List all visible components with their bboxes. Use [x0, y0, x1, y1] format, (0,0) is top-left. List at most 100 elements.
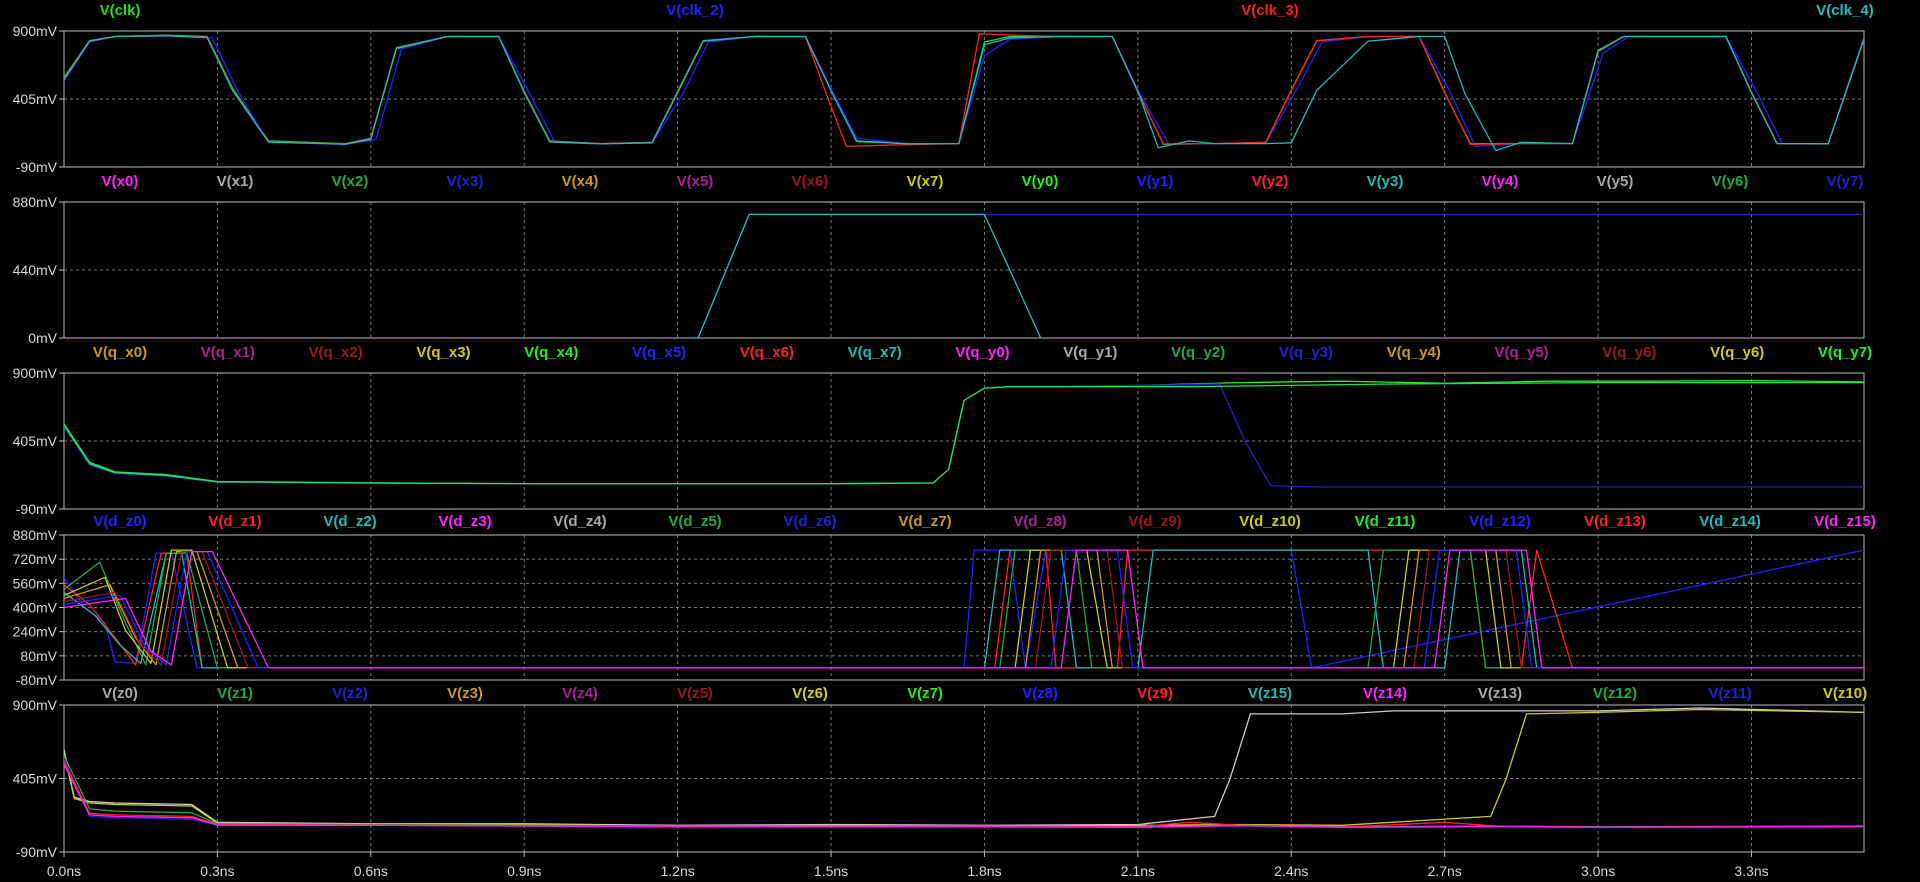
- legend-label[interactable]: V(d_z6): [783, 513, 836, 530]
- traces: [64, 33, 1864, 152]
- x-tick-label: 0.9ns: [507, 863, 541, 879]
- y-tick-label: 405mV: [13, 771, 58, 787]
- legend-label[interactable]: V(d_z15): [1814, 513, 1876, 530]
- legend-label[interactable]: V(z3): [447, 685, 483, 702]
- legend-label[interactable]: V(d_z0): [93, 513, 146, 530]
- legend-label[interactable]: V(x4): [562, 173, 599, 190]
- legend-label[interactable]: V(q_y6): [1602, 344, 1656, 361]
- legend-label[interactable]: V(x0): [102, 173, 139, 190]
- legend-label[interactable]: V(q_x6): [740, 344, 794, 361]
- legend-label[interactable]: V(d_z11): [1355, 513, 1416, 530]
- legend-label[interactable]: V(q_x3): [416, 344, 470, 361]
- legend-label[interactable]: V(q_y4): [1387, 344, 1441, 361]
- pane-q-nodes[interactable]: 900mV 405mV -90mV V(q_x0) V(q_x1) V(q_x2) V(q_…: [13, 344, 1872, 517]
- legend-label[interactable]: V(d_z3): [438, 513, 491, 530]
- legend-label[interactable]: V(q_y0): [955, 344, 1009, 361]
- legend-label[interactable]: V(x5): [677, 173, 714, 190]
- legend-label[interactable]: V(d_z7): [898, 513, 951, 530]
- trace-v-d_z15-[interactable]: [64, 549, 1864, 669]
- legend-label[interactable]: V(x1): [217, 173, 254, 190]
- legend-label[interactable]: V(d_z2): [323, 513, 376, 530]
- legend-label[interactable]: V(y6): [1712, 173, 1749, 190]
- legend-label[interactable]: V(q_x0): [93, 344, 147, 361]
- legend-label[interactable]: V(q_y1): [1063, 344, 1117, 361]
- legend-label[interactable]: V(q_y2): [1171, 344, 1225, 361]
- legend-label[interactable]: V(z6): [792, 685, 828, 702]
- pane-inputs[interactable]: 880mV 440mV 0mV V(x0) V(x1) V(x2) V(x3) V(x4) V(…: [13, 173, 1865, 346]
- legend-label[interactable]: V(x7): [907, 173, 944, 190]
- y-tick-label: 900mV: [13, 697, 58, 713]
- legend-label[interactable]: V(clk_3): [1241, 2, 1299, 19]
- y-tick-label: 405mV: [13, 91, 58, 107]
- legend-label[interactable]: V(z9): [1137, 685, 1173, 702]
- legend-label[interactable]: V(y7): [1827, 173, 1864, 190]
- y-tick-label: -80mV: [16, 672, 58, 688]
- legend-label[interactable]: V(y0): [1022, 173, 1059, 190]
- legend-label[interactable]: V(z0): [102, 685, 138, 702]
- legend-label[interactable]: V(d_z4): [553, 513, 606, 530]
- legend-label[interactable]: V(z10): [1823, 685, 1867, 702]
- legend-label[interactable]: V(z14): [1363, 685, 1407, 702]
- legend-label[interactable]: V(q_x1): [201, 344, 255, 361]
- traces: [64, 549, 1864, 669]
- legend-label[interactable]: V(x3): [447, 173, 484, 190]
- legend-label[interactable]: V(clk_2): [666, 2, 724, 19]
- trace-v-q_x4-[interactable]: [64, 381, 1864, 485]
- trace-v-z14-[interactable]: [64, 764, 1864, 828]
- legend-label[interactable]: V(clk): [100, 2, 141, 19]
- legend-label[interactable]: V(d_z5): [668, 513, 721, 530]
- trace-v-clk_4-[interactable]: [64, 35, 1864, 152]
- legend-label[interactable]: V(q_x4): [524, 344, 578, 361]
- legend-label[interactable]: V(q_x2): [309, 344, 363, 361]
- x-tick-label: 3.0ns: [1581, 863, 1615, 879]
- legend-label[interactable]: V(z13): [1478, 685, 1522, 702]
- legend-label[interactable]: V(d_z12): [1469, 513, 1531, 530]
- time-axis: 0.0ns 0.3ns 0.6ns 0.9ns 1.2ns 1.5ns 1.8ns 2.1ns…: [47, 852, 1769, 879]
- legend-label[interactable]: V(z15): [1248, 685, 1292, 702]
- legend-label[interactable]: V(y3): [1367, 173, 1404, 190]
- trace-v-y3-[interactable]: [64, 213, 1864, 338]
- y-tick-label: 880mV: [13, 194, 58, 210]
- pane-d-nodes[interactable]: 880mV 720mV 560mV 400mV 240mV 80mV -80mV V(d_z0…: [13, 513, 1876, 688]
- legend-label[interactable]: V(x6): [792, 173, 829, 190]
- legend-label[interactable]: V(z11): [1708, 685, 1751, 702]
- legend-label[interactable]: V(z2): [332, 685, 368, 702]
- legend-label[interactable]: V(q_y5): [1494, 344, 1548, 361]
- legend-label[interactable]: V(clk_4): [1816, 2, 1874, 19]
- pane-clock[interactable]: 900mV 405mV -90mV V(clk) V(clk_2) V(clk_3) V(c…: [13, 2, 1874, 175]
- legend-label[interactable]: V(d_z8): [1013, 513, 1066, 530]
- pane-frame: [63, 30, 1865, 168]
- legend-label[interactable]: V(z4): [562, 685, 598, 702]
- legend-label[interactable]: V(d_z13): [1584, 513, 1646, 530]
- traces: [64, 707, 1864, 829]
- trace-v-z13-[interactable]: [64, 707, 1864, 826]
- legend-label[interactable]: V(d_z14): [1699, 513, 1761, 530]
- legend-label[interactable]: V(y4): [1482, 173, 1519, 190]
- y-tick-label: 880mV: [13, 527, 58, 543]
- legend-label[interactable]: V(q_x5): [632, 344, 686, 361]
- legend-label[interactable]: V(x2): [332, 173, 369, 190]
- legend-label[interactable]: V(y5): [1597, 173, 1634, 190]
- legend-label[interactable]: V(q_y3): [1279, 344, 1333, 361]
- y-tick-label: 900mV: [13, 23, 58, 39]
- legend-label[interactable]: V(z5): [677, 685, 713, 702]
- legend-label[interactable]: V(z12): [1593, 685, 1637, 702]
- legend-label[interactable]: V(q_y7): [1818, 344, 1872, 361]
- y-tick-label: -90mV: [16, 844, 58, 860]
- legend-label[interactable]: V(d_z10): [1239, 513, 1301, 530]
- pane-frame: [63, 201, 1865, 339]
- legend-label[interactable]: V(d_z9): [1128, 513, 1181, 530]
- legend-label[interactable]: V(z1): [217, 685, 253, 702]
- x-tick-label: 2.7ns: [1428, 863, 1462, 879]
- legend-label[interactable]: V(q_x7): [848, 344, 902, 361]
- legend-label[interactable]: V(z7): [907, 685, 943, 702]
- y-tick-label: 560mV: [13, 575, 58, 591]
- legend-label[interactable]: V(d_z1): [208, 513, 261, 530]
- trace-v-clk_2-[interactable]: [64, 35, 1864, 148]
- legend-label[interactable]: V(z8): [1022, 685, 1058, 702]
- legend-label[interactable]: V(q_y6): [1710, 344, 1764, 361]
- legend-label[interactable]: V(y2): [1252, 173, 1289, 190]
- legend-label[interactable]: V(y1): [1137, 173, 1174, 190]
- pane-z-nodes[interactable]: 900mV 405mV -90mV V(z0) V(z1) V(z2) V(z3) V(z4)…: [13, 685, 1867, 860]
